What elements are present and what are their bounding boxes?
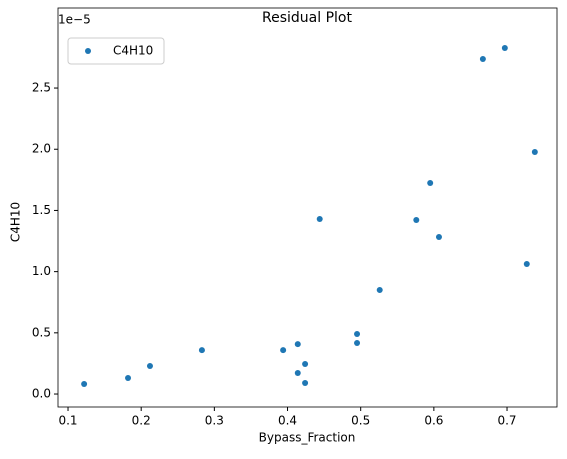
legend-marker [85, 48, 91, 54]
point [316, 216, 323, 223]
point [294, 369, 301, 376]
x-tick-label: 0.1 [58, 414, 77, 428]
point [354, 331, 361, 338]
y-tick-label: 0.5 [32, 325, 51, 339]
point [81, 380, 88, 387]
point [376, 286, 383, 293]
point [125, 374, 132, 381]
x-tick-label: 0.6 [424, 414, 443, 428]
y-tick-label: 1.5 [32, 203, 51, 217]
point [413, 216, 420, 223]
y-tick-label: 1.0 [32, 264, 51, 278]
point [427, 180, 434, 187]
point [531, 149, 538, 156]
point [302, 361, 309, 368]
point [501, 45, 508, 52]
point [280, 347, 287, 354]
point [146, 362, 153, 369]
point [294, 341, 301, 348]
chart-title: Residual Plot [262, 10, 352, 26]
y-tick-label: 2.0 [32, 142, 51, 156]
x-axis-label: Bypass_Fraction [259, 431, 356, 445]
x-tick-label: 0.4 [278, 414, 297, 428]
x-tick-label: 0.5 [351, 414, 370, 428]
point [198, 347, 205, 354]
point [354, 339, 361, 346]
y-axis-label: C4H10 [9, 202, 23, 242]
y-offset-label: 1e−5 [58, 13, 91, 27]
y-tick-label: 2.5 [32, 81, 51, 95]
x-tick-label: 0.7 [497, 414, 516, 428]
point [435, 233, 442, 240]
y-tick-label: 0.0 [32, 387, 51, 401]
legend-label: C4H10 [113, 44, 153, 58]
point [302, 380, 309, 387]
point [479, 56, 486, 63]
point [523, 261, 530, 268]
plot-frame [57, 7, 558, 408]
x-tick-label: 0.3 [205, 414, 224, 428]
x-tick-label: 0.2 [132, 414, 151, 428]
legend-box [67, 37, 165, 65]
